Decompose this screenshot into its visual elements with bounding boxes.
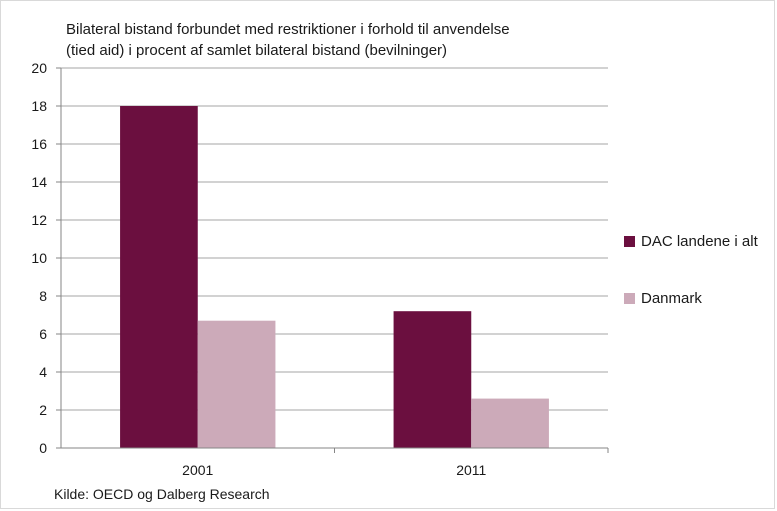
bar-danmark-2001 bbox=[197, 320, 276, 448]
x-axis-ticks: 2001 2011 bbox=[182, 462, 486, 478]
legend: DAC landene i alt Danmark bbox=[624, 231, 758, 345]
source-note: Kilde: OECD og Dalberg Research bbox=[54, 486, 270, 502]
bar-danmark-2011 bbox=[471, 398, 549, 448]
y-tick-label-0: 0 bbox=[39, 440, 47, 456]
y-tick-label-20: 20 bbox=[31, 60, 47, 76]
y-axis-ticks: 0 2 4 6 8 10 12 14 16 18 20 bbox=[31, 60, 61, 456]
chart-title-line-2: (tied aid) i procent af samlet bilateral… bbox=[66, 42, 448, 59]
bars bbox=[120, 106, 549, 448]
y-tick-label-4: 4 bbox=[39, 364, 47, 380]
bar-dac-landene-i-alt-2001 bbox=[120, 106, 198, 448]
legend-item-dac: DAC landene i alt bbox=[624, 231, 758, 251]
y-tick-label-8: 8 bbox=[39, 288, 47, 304]
x-tick-label-2001: 2001 bbox=[182, 462, 213, 478]
axes bbox=[60, 68, 609, 453]
chart-title-line-1: Bilateral bistand forbundet med restrikt… bbox=[66, 21, 510, 38]
y-tick-label-10: 10 bbox=[31, 250, 47, 266]
legend-item-danmark: Danmark bbox=[624, 288, 758, 308]
y-tick-label-2: 2 bbox=[39, 402, 47, 418]
bar-dac-landene-i-alt-2011 bbox=[393, 311, 472, 448]
legend-label-dac: DAC landene i alt bbox=[641, 232, 758, 250]
y-tick-label-14: 14 bbox=[31, 174, 47, 190]
legend-swatch-danmark bbox=[624, 292, 635, 304]
legend-swatch-dac bbox=[624, 235, 635, 247]
x-tick-label-2011: 2011 bbox=[456, 462, 486, 478]
legend-label-danmark: Danmark bbox=[641, 289, 702, 307]
y-tick-label-6: 6 bbox=[39, 326, 47, 342]
y-tick-label-12: 12 bbox=[31, 212, 47, 228]
y-tick-label-16: 16 bbox=[31, 136, 47, 152]
y-tick-label-18: 18 bbox=[31, 98, 47, 114]
